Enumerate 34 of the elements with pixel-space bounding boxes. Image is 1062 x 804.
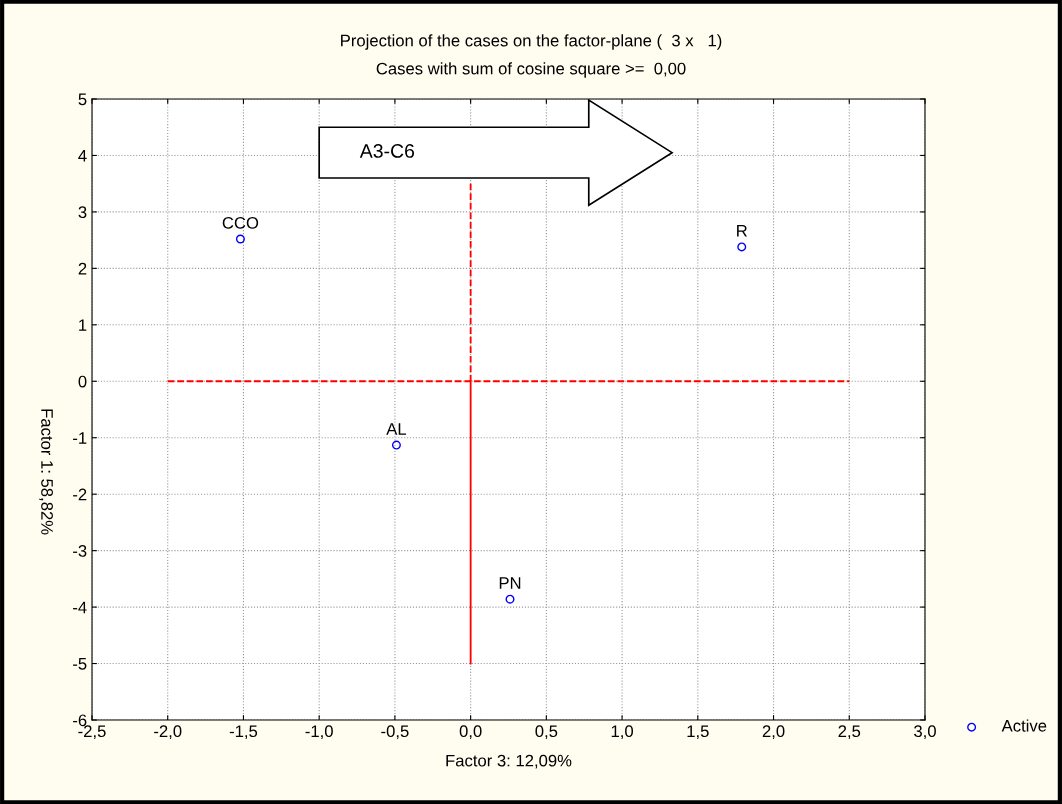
x-tick-label: -1,5 — [229, 725, 258, 740]
x-tick-label: -2,0 — [154, 725, 182, 740]
y-tick-label: -1 — [73, 432, 87, 444]
x-tick-label: 0,0 — [459, 725, 482, 740]
y-tick-label: -5 — [73, 658, 87, 670]
x-tick-label: 2,0 — [762, 725, 785, 740]
y-tick-label: -6 — [73, 714, 87, 727]
annotation: AL — [386, 423, 407, 435]
x-tick-label: 2,5 — [838, 725, 861, 740]
x-tick-label: -0,5 — [381, 725, 409, 740]
chart-subtitle: Cases with sum of cosine square >= 0,00 — [376, 62, 686, 78]
y-tick-label: 1 — [79, 319, 87, 331]
x-tick-label: -1,0 — [305, 725, 333, 740]
y-axis-title: Factor 1: 58,82% — [39, 409, 53, 535]
y-tick-label: 0 — [78, 375, 87, 388]
y-tick-label: -4 — [73, 601, 87, 614]
x-axis-title: Factor 3: 12,09% — [446, 754, 572, 769]
y-tick-label: 3 — [78, 206, 87, 219]
y-tick-label: -3 — [73, 545, 87, 557]
x-tick-label: 1,0 — [611, 725, 634, 740]
x-tick-label: -2,5 — [78, 725, 106, 740]
y-tick-label: 5 — [78, 93, 87, 106]
annotation: CCO — [222, 216, 259, 229]
x-tick-label: 1,5 — [687, 725, 709, 740]
annotation: A3-C6 — [359, 144, 415, 158]
chart-title: Projection of the cases on the factor-plane ( 3 x 1) — [341, 34, 722, 50]
x-tick-label: 0,5 — [535, 725, 558, 740]
legend-label: Active — [1001, 719, 1047, 732]
y-tick-label: 2 — [78, 262, 87, 275]
y-tick-label: 4 — [78, 150, 87, 162]
y-tick-label: -2 — [73, 488, 87, 501]
annotation: R — [737, 225, 747, 237]
x-tick-label: 3,0 — [914, 725, 936, 740]
annotation: PN — [499, 577, 521, 589]
